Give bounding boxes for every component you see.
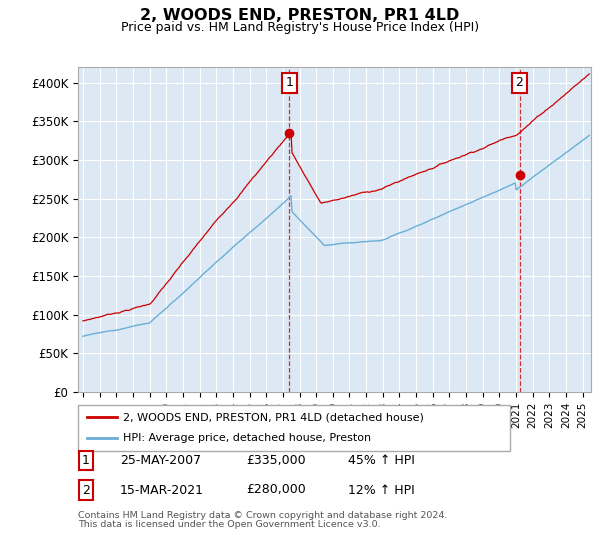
Text: 1: 1 xyxy=(285,76,293,89)
Text: 25-MAY-2007: 25-MAY-2007 xyxy=(120,454,201,467)
Text: 15-MAR-2021: 15-MAR-2021 xyxy=(120,483,204,497)
Text: 2, WOODS END, PRESTON, PR1 4LD (detached house): 2, WOODS END, PRESTON, PR1 4LD (detached… xyxy=(124,412,424,422)
Text: HPI: Average price, detached house, Preston: HPI: Average price, detached house, Pres… xyxy=(124,433,371,444)
Text: 1: 1 xyxy=(82,454,90,467)
Text: 2, WOODS END, PRESTON, PR1 4LD: 2, WOODS END, PRESTON, PR1 4LD xyxy=(140,8,460,24)
Text: Contains HM Land Registry data © Crown copyright and database right 2024.: Contains HM Land Registry data © Crown c… xyxy=(78,511,448,520)
Text: £335,000: £335,000 xyxy=(246,454,305,467)
Text: Price paid vs. HM Land Registry's House Price Index (HPI): Price paid vs. HM Land Registry's House … xyxy=(121,21,479,34)
Text: 45% ↑ HPI: 45% ↑ HPI xyxy=(348,454,415,467)
Text: 2: 2 xyxy=(82,483,90,497)
Text: This data is licensed under the Open Government Licence v3.0.: This data is licensed under the Open Gov… xyxy=(78,520,380,529)
Text: 2: 2 xyxy=(515,76,523,89)
Text: 12% ↑ HPI: 12% ↑ HPI xyxy=(348,483,415,497)
Text: £280,000: £280,000 xyxy=(246,483,306,497)
